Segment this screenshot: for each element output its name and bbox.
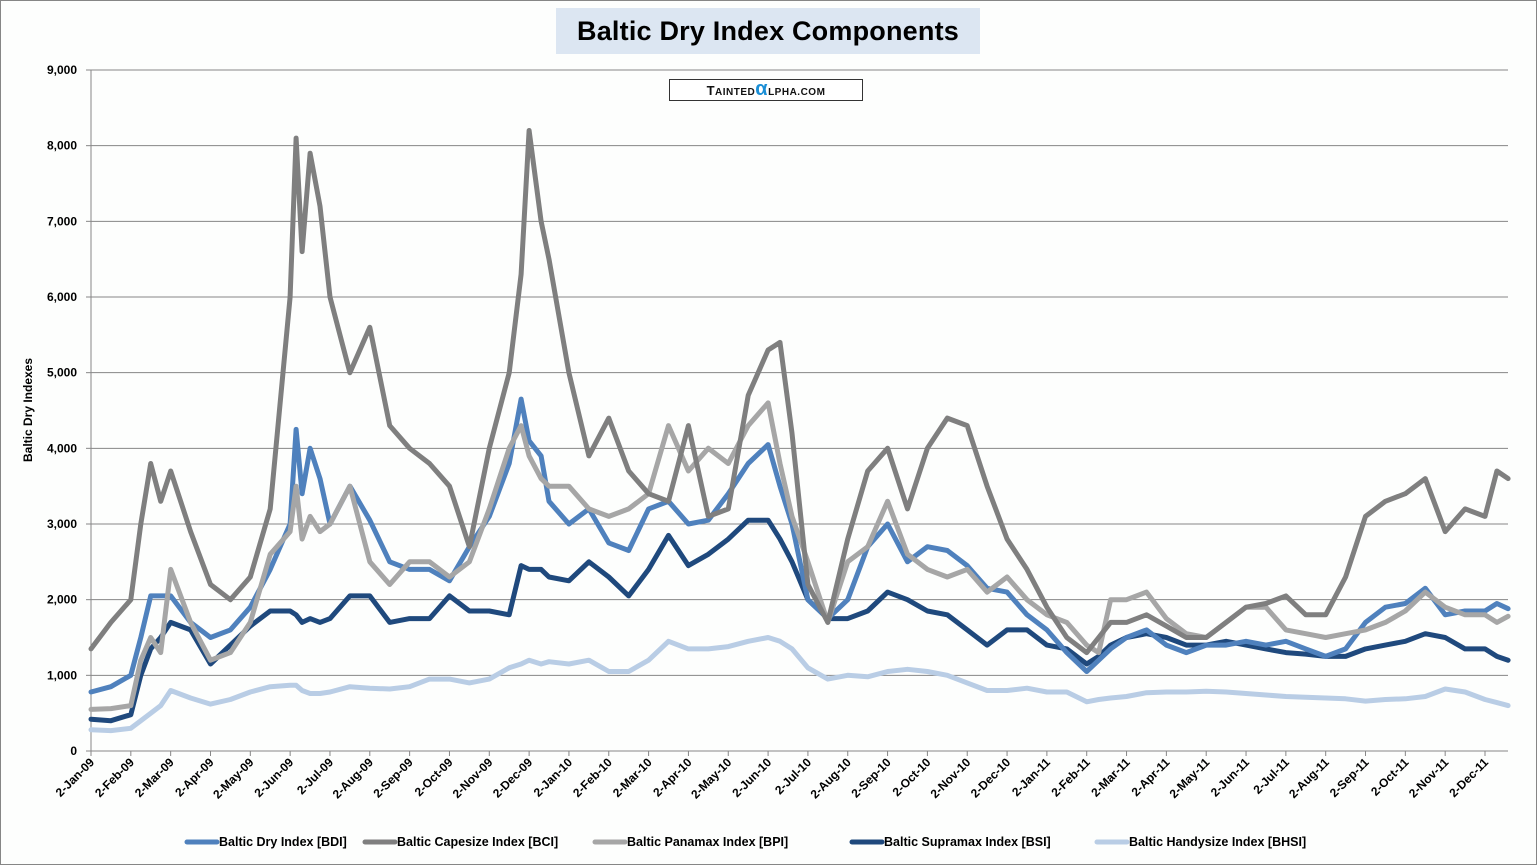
chart-title-box: Baltic Dry Index Components xyxy=(556,8,980,54)
x-tick-label: 2-Mar-10 xyxy=(610,755,655,800)
y-tick-label: 7,000 xyxy=(47,214,77,228)
x-tick-label: 2-Aug-09 xyxy=(330,755,376,801)
legend-label: Baltic Dry Index [BDI] xyxy=(219,835,347,849)
x-tick-label: 2-Aug-11 xyxy=(1286,755,1332,801)
series-line-1 xyxy=(88,128,1511,656)
chart-title: Baltic Dry Index Components xyxy=(577,15,959,46)
legend-label: Baltic Handysize Index [BHSI] xyxy=(1129,835,1306,849)
x-tick-label: 2-Jan-09 xyxy=(53,755,98,800)
y-tick-label: 6,000 xyxy=(47,290,77,304)
x-tick-label: 2-Jun-10 xyxy=(729,755,774,800)
legend-label: Baltic Capesize Index [BCI] xyxy=(397,835,558,849)
y-tick-label: 5,000 xyxy=(47,366,77,380)
y-tick-label: 1,000 xyxy=(47,668,77,682)
x-tick-label: 2-Dec-09 xyxy=(490,755,536,801)
y-tick-labels: 0 1,000 2,000 3,000 4,000 5,000 6,000 7,000 8,00… xyxy=(47,63,77,758)
x-tick-label: 2-Oct-09 xyxy=(412,755,456,799)
x-tick-label: 2-Apr-11 xyxy=(1129,755,1173,799)
x-tick-label: 2-Apr-10 xyxy=(650,755,695,800)
x-tick-label: 2-Jun-09 xyxy=(251,755,296,800)
x-tick-label: 2-Sep-09 xyxy=(370,755,416,801)
legend: Baltic Dry Index [BDI] Baltic Capesize In… xyxy=(184,835,1306,849)
x-tick-label: 2-Dec-10 xyxy=(968,755,1014,801)
x-tick-label: 2-Feb-11 xyxy=(1049,755,1094,800)
axes xyxy=(86,69,1508,756)
x-tick-label: 2-Sep-11 xyxy=(1327,755,1372,800)
y-axis-label: Baltic Dry Indexes xyxy=(21,358,35,462)
legend-item: Baltic Supramax Index [BSI] xyxy=(849,835,1051,849)
series-line-4 xyxy=(88,635,1511,734)
x-tick-label: 2-Jun-11 xyxy=(1208,755,1253,800)
x-tick-label: 2-May-10 xyxy=(688,755,734,801)
y-tick-label: 4,000 xyxy=(47,441,77,455)
x-tick-labels: 2-Jan-092-Feb-092-Mar-092-Apr-092-May-09… xyxy=(53,755,1492,801)
legend-item: Baltic Capesize Index [BCI] xyxy=(362,835,558,849)
x-tick-label: 2-Aug-10 xyxy=(808,755,854,801)
x-tick-label: 2-Nov-09 xyxy=(450,755,496,801)
x-tick-label: 2-May-09 xyxy=(210,755,256,801)
x-tick-label: 2-May-11 xyxy=(1167,755,1213,801)
x-tick-label: 2-Nov-10 xyxy=(928,755,974,801)
x-tick-label: 2-Nov-11 xyxy=(1406,755,1452,801)
x-tick-label: 2-Feb-09 xyxy=(92,755,137,800)
legend-item: Baltic Panamax Index [BPI] xyxy=(592,835,788,849)
watermark-logo: TAINTEDαLPHA.COM xyxy=(669,79,863,101)
legend-label: Baltic Supramax Index [BSI] xyxy=(884,835,1051,849)
y-tick-label: 9,000 xyxy=(47,63,77,77)
legend-label: Baltic Panamax Index [BPI] xyxy=(627,835,788,849)
x-tick-label: 2-Oct-10 xyxy=(890,755,934,799)
x-tick-label: 2-Dec-11 xyxy=(1446,755,1491,800)
y-tick-label: 8,000 xyxy=(47,139,77,153)
x-tick-label: 2-Mar-11 xyxy=(1088,755,1133,800)
x-tick-label: 2-Oct-11 xyxy=(1368,755,1412,799)
series-line-0 xyxy=(88,396,1511,695)
series-line-3 xyxy=(88,517,1511,724)
x-tick-label: 2-Feb-10 xyxy=(570,755,615,800)
y-tick-label: 3,000 xyxy=(47,517,77,531)
y-tick-label: 2,000 xyxy=(47,593,77,607)
watermark-text: TAINTEDαLPHA.COM xyxy=(706,78,826,100)
series-lines xyxy=(88,128,1511,734)
x-tick-label: 2-Jan-11 xyxy=(1009,755,1053,799)
x-tick-label: 2-Jan-10 xyxy=(531,755,576,800)
legend-item: Baltic Handysize Index [BHSI] xyxy=(1094,835,1306,849)
x-tick-label: 2-Mar-09 xyxy=(132,755,177,800)
x-tick-label: 2-Apr-09 xyxy=(172,755,217,800)
legend-item: Baltic Dry Index [BDI] xyxy=(184,835,347,849)
y-tick-label: 0 xyxy=(70,744,77,758)
x-tick-label: 2-Sep-10 xyxy=(848,755,894,801)
